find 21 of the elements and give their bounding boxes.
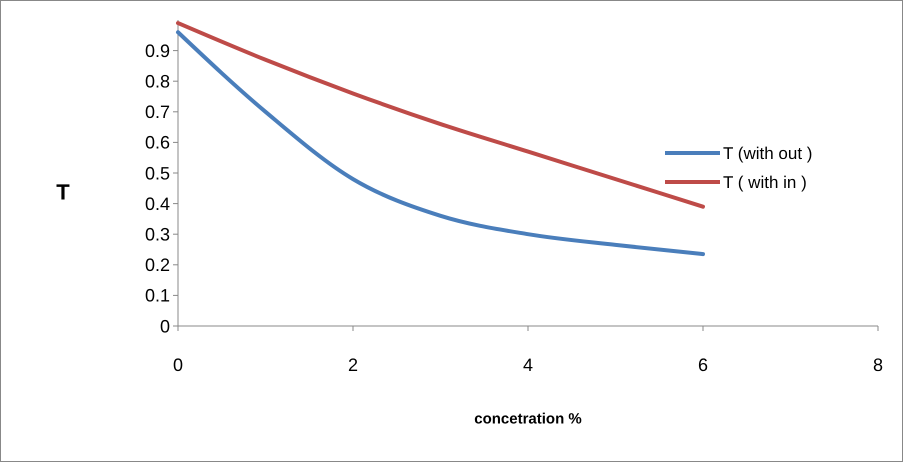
y-tick-label: 0.2 [144,255,170,276]
y-tick-label: 0.6 [144,132,170,153]
x-tick-label: 6 [698,355,708,375]
x-tick-label: 0 [172,355,184,375]
x-axis-title: concetration % [474,410,582,428]
x-tick-label: 8 [872,355,884,375]
y-tick-label: 0.3 [144,224,170,244]
x-tick-label: 4 [522,355,534,375]
legend-label: T (with out ) [723,144,812,163]
x-tick-label: 2 [348,355,358,375]
y-tick-label: 0.4 [144,194,170,214]
line-series [176,21,705,209]
y-tick-label: 0.5 [144,163,170,184]
y-tick-label: 0.8 [144,72,170,92]
y-tick-label: 0.9 [144,40,170,61]
y-axis-title: T [56,180,70,205]
y-tick-label: 0.1 [144,286,170,306]
legend-label: T ( with in ) [723,172,807,192]
line-series [176,30,705,256]
y-tick-label: 0 [160,316,170,336]
y-tick-label: 0.7 [144,102,170,122]
